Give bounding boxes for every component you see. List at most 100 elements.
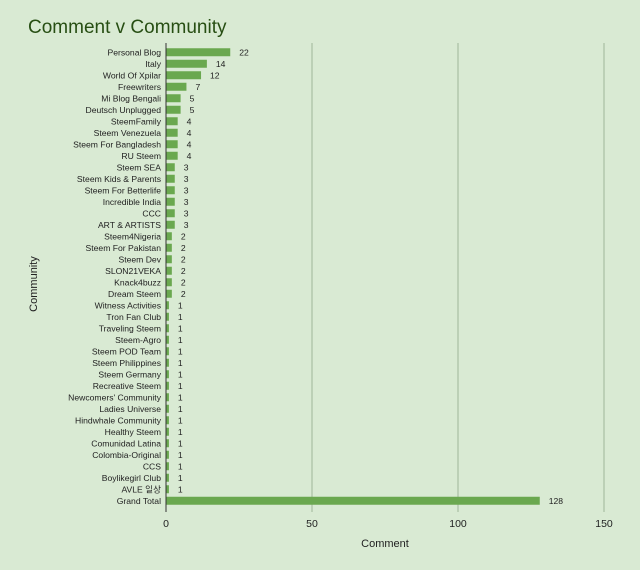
category-label: Steem-Agro: [115, 335, 161, 345]
data-label: 12: [210, 70, 220, 80]
category-label: Steem Philippines: [92, 358, 161, 368]
data-label: 1: [178, 438, 183, 448]
category-label: Steem Dev: [118, 254, 161, 264]
data-label: 3: [184, 208, 189, 218]
bar: [166, 163, 175, 172]
category-label: Colombia-Original: [92, 450, 161, 460]
bar: [166, 301, 169, 310]
category-label: Dream Steem: [108, 289, 161, 299]
bar: [166, 48, 231, 57]
category-label: Steem For Pakistan: [86, 243, 162, 253]
bar: [166, 496, 540, 505]
bar: [166, 347, 169, 356]
data-label: 1: [178, 450, 183, 460]
category-label: Deutsch Unplugged: [86, 105, 162, 115]
category-label: Steem For Bangladesh: [73, 139, 161, 149]
category-label: Recreative Steem: [93, 381, 161, 391]
category-label: Boylikegirl Club: [102, 473, 161, 483]
data-label: 4: [187, 128, 192, 138]
data-label: 1: [178, 369, 183, 379]
data-label: 4: [187, 151, 192, 161]
category-label: Traveling Steem: [99, 323, 161, 333]
bar: [166, 232, 172, 241]
bar: [166, 243, 172, 252]
bar: [166, 71, 202, 80]
category-label: SteemFamily: [111, 116, 162, 126]
data-label: 5: [190, 105, 195, 115]
data-label: 1: [178, 312, 183, 322]
bar: [166, 485, 169, 494]
category-label: Incredible India: [103, 197, 162, 207]
data-label: 2: [181, 277, 186, 287]
category-label: Steem4Nigeria: [104, 231, 161, 241]
data-label: 2: [181, 231, 186, 241]
data-label: 1: [178, 473, 183, 483]
data-label: 14: [216, 59, 226, 69]
bar: [166, 335, 169, 344]
data-label: 3: [184, 197, 189, 207]
bar: [166, 209, 175, 218]
data-label: 1: [178, 346, 183, 356]
data-label: 2: [181, 289, 186, 299]
data-label: 2: [181, 266, 186, 276]
bar: [166, 174, 175, 183]
bar: [166, 220, 175, 229]
bar: [166, 105, 181, 114]
data-label: 1: [178, 335, 183, 345]
category-label: Grand Total: [117, 496, 161, 506]
bar: [166, 381, 169, 390]
data-label: 3: [184, 174, 189, 184]
category-label: AVLE 일상: [121, 484, 161, 494]
category-label: Ladies Universe: [99, 404, 161, 414]
category-label: Italy: [145, 59, 161, 69]
bar: [166, 197, 175, 206]
category-label: Freewriters: [118, 82, 161, 92]
data-label: 2: [181, 243, 186, 253]
x-tick-label: 150: [595, 518, 613, 530]
bar: [166, 266, 172, 275]
bar: [166, 370, 169, 379]
bar: [166, 450, 169, 459]
category-label: Mi Blog Bengali: [101, 93, 161, 103]
data-label: 7: [195, 82, 200, 92]
bar: [166, 140, 178, 149]
bar: [166, 94, 181, 103]
category-label: Healthy Steem: [105, 427, 161, 437]
category-label: CCS: [143, 461, 161, 471]
data-label: 1: [178, 358, 183, 368]
bar: [166, 117, 178, 126]
bar: [166, 462, 169, 471]
data-label: 1: [178, 404, 183, 414]
chart-title: Comment v Community: [28, 17, 227, 38]
x-tick-label: 0: [163, 518, 169, 530]
bar: [166, 312, 169, 321]
category-label: Steem POD Team: [92, 346, 161, 356]
category-label: RU Steem: [121, 151, 161, 161]
bar: [166, 427, 169, 436]
category-label: SLON21VEKA: [105, 266, 161, 276]
category-label: Steem For Betterlife: [85, 185, 162, 195]
data-label: 1: [178, 392, 183, 402]
bar: [166, 358, 169, 367]
x-tick-label: 100: [449, 518, 467, 530]
data-label: 2: [181, 254, 186, 264]
category-label: Knack4buzz: [114, 277, 161, 287]
data-label: 128: [549, 496, 564, 506]
data-label: 4: [187, 139, 192, 149]
category-label: Steem Venezuela: [94, 128, 162, 138]
data-label: 1: [178, 323, 183, 333]
bar: [166, 151, 178, 160]
data-label: 3: [184, 185, 189, 195]
data-label: 1: [178, 415, 183, 425]
bar: [166, 324, 169, 333]
x-axis-label: Comment: [361, 538, 409, 550]
data-label: 4: [187, 116, 192, 126]
category-label: Tron Fan Club: [106, 312, 161, 322]
bar: [166, 82, 187, 91]
bar: [166, 393, 169, 402]
bar: [166, 404, 169, 413]
category-label: Steem Germany: [98, 369, 161, 379]
category-label: Personal Blog: [107, 47, 161, 57]
